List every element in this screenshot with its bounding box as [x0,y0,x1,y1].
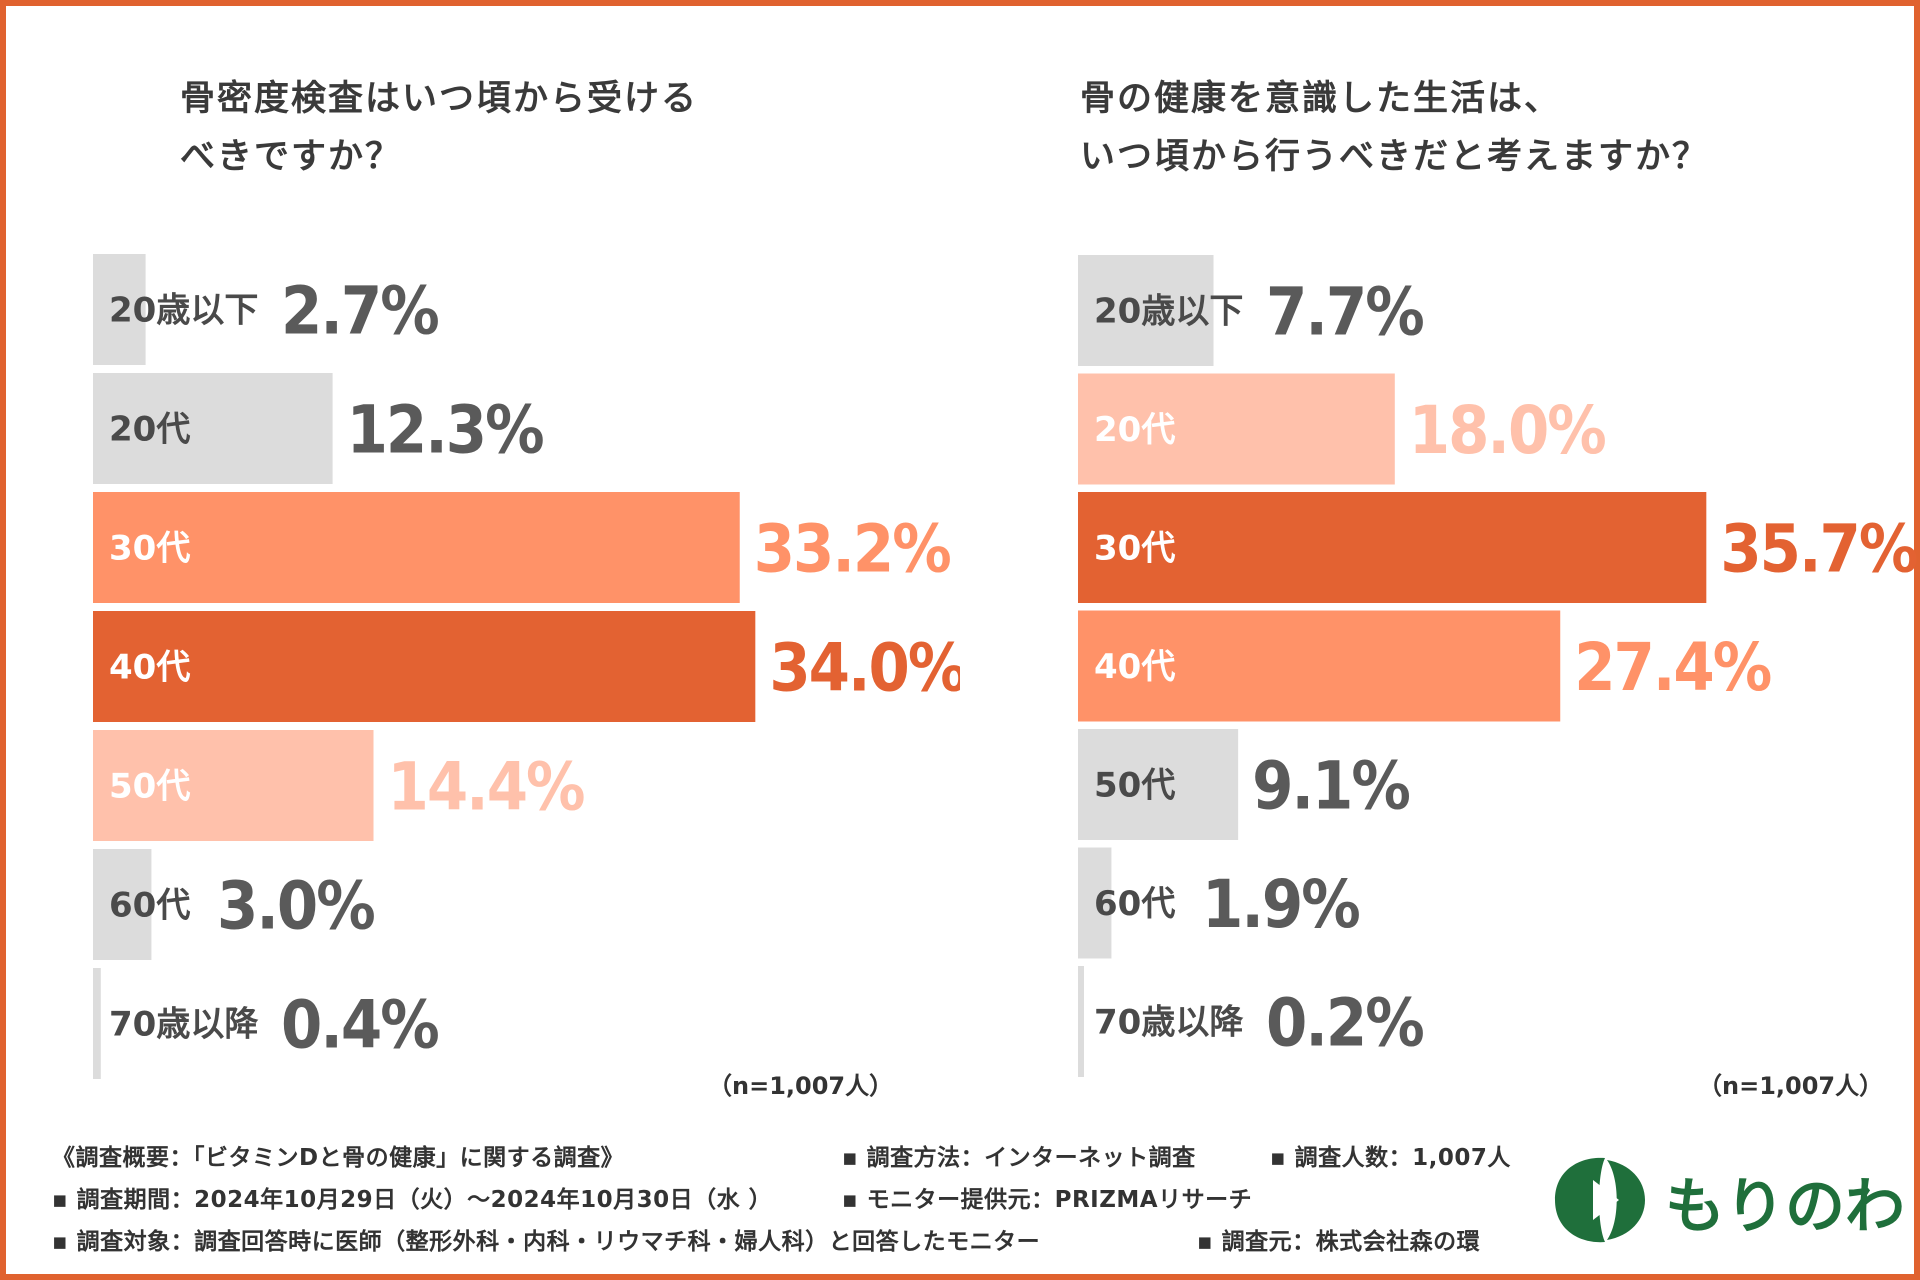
chart-title-line: 骨の健康を意識した生活は、 [1080,79,1562,119]
footnote-monitor: ▪ モニター提供元：PRIZMAリサーチ [842,1187,1253,1213]
value-label: 7.7% [1266,274,1423,351]
category-label: 60代 [1094,884,1175,924]
category-label: 20歳以下 [1094,292,1243,332]
chart-title-line: べきですか？ [180,137,403,177]
chart-title-line: 骨密度検査はいつ頃から受ける [180,79,699,119]
value-label: 9.1% [1252,748,1409,825]
bar-2 [1078,492,1707,603]
bar-6 [1078,966,1084,1077]
logo-text: もりのわ [1665,1172,1905,1242]
value-label: 14.4% [388,749,585,826]
category-label: 50代 [109,767,190,807]
category-label: 20代 [1094,410,1175,450]
value-label: 1.9% [1202,866,1359,943]
category-label: 30代 [109,529,190,569]
bar-2 [93,492,740,603]
bar-1 [1078,373,1395,485]
footnote-source: ▪ 調査元：株式会社森の環 [1197,1229,1481,1255]
bar-chart-right: 20歳以下 7.7% 20代 18.0% 30代 35.7% 40代 27.4% 50代 9.1%… [1078,255,1919,1077]
footnote-method: ▪ 調査方法：インターネット調査 [842,1145,1196,1171]
bar-3 [1078,610,1561,722]
category-label: 40代 [109,648,190,688]
bar-6 [93,968,101,1079]
category-label: 60代 [109,886,190,926]
chart-panel-left: 骨密度検査はいつ頃から受ける べきですか？ 20歳以下 2.7% 20代 12.3% 3… [0,0,960,1100]
bar-0 [93,254,146,365]
category-label: 30代 [1094,529,1175,569]
bar-5 [93,849,152,960]
chart-title-left: 骨密度検査はいつ頃から受ける べきですか？ [180,70,698,186]
chart-panel-right: 骨の健康を意識した生活は、 いつ頃から行うべきだと考えますか？ 20歳以下 7.7… [985,0,1920,1100]
category-label: 70歳以降 [1094,1003,1244,1043]
value-label: 12.3% [347,392,544,469]
value-label: 27.4% [1574,629,1771,706]
category-label: 40代 [1094,647,1175,687]
bar-4 [93,730,374,841]
value-label: 3.0% [217,868,374,945]
footnote-overview: 《調査概要：「ビタミンDと骨の健康」に関する調査》 [52,1145,625,1171]
category-label: 50代 [1094,766,1175,806]
value-label: 35.7% [1720,511,1917,588]
category-label: 20歳以下 [109,291,258,331]
footnote-period: ▪ 調査期間：2024年10月29日（火）～2024年10月30日（水 ） [52,1187,773,1213]
value-label: 34.0% [769,630,960,707]
sample-size-label: （n=1,007人） [708,1072,894,1100]
chart-title-right: 骨の健康を意識した生活は、 いつ頃から行うべきだと考えますか？ [1080,70,1709,186]
morinowa-leaf-logo-icon [1555,1157,1645,1243]
sample-size-label: （n=1,007人） [1698,1072,1884,1100]
bar-5 [1078,847,1112,959]
bar-chart-left: 20歳以下 2.7% 20代 12.3% 30代 33.2% 40代 34.0% 50代 14.4… [93,254,960,1079]
morinowa-logo: もりのわ [1545,1150,1905,1250]
footnote-target: ▪ 調査対象：調査回答時に医師（整形外科・内科・リウマチ科・婦人科）と回答したモ… [52,1229,1041,1255]
value-label: 33.2% [754,511,951,588]
value-label: 0.2% [1266,985,1423,1062]
footnote-count: ▪ 調査人数：1,007人 [1270,1145,1511,1171]
value-label: 18.0% [1409,392,1606,469]
bar-1 [93,373,333,484]
chart-title-line: いつ頃から行うべきだと考えますか？ [1080,137,1710,177]
value-label: 0.4% [281,987,438,1064]
bar-4 [1078,729,1239,840]
bar-3 [93,611,756,722]
bar-0 [1078,255,1214,366]
category-label: 70歳以降 [109,1005,259,1045]
value-label: 2.7% [281,273,438,350]
category-label: 20代 [109,410,190,450]
